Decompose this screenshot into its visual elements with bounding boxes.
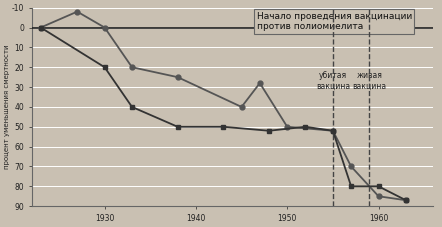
- Y-axis label: процент уменьшения смертности: процент уменьшения смертности: [4, 45, 10, 169]
- Text: живая
вакцина: живая вакцина: [352, 71, 386, 91]
- Text: убитая
вакцина: убитая вакцина: [316, 71, 350, 91]
- Text: Начало проведения вакцинации
против полиомиелита: Начало проведения вакцинации против поли…: [256, 12, 412, 31]
